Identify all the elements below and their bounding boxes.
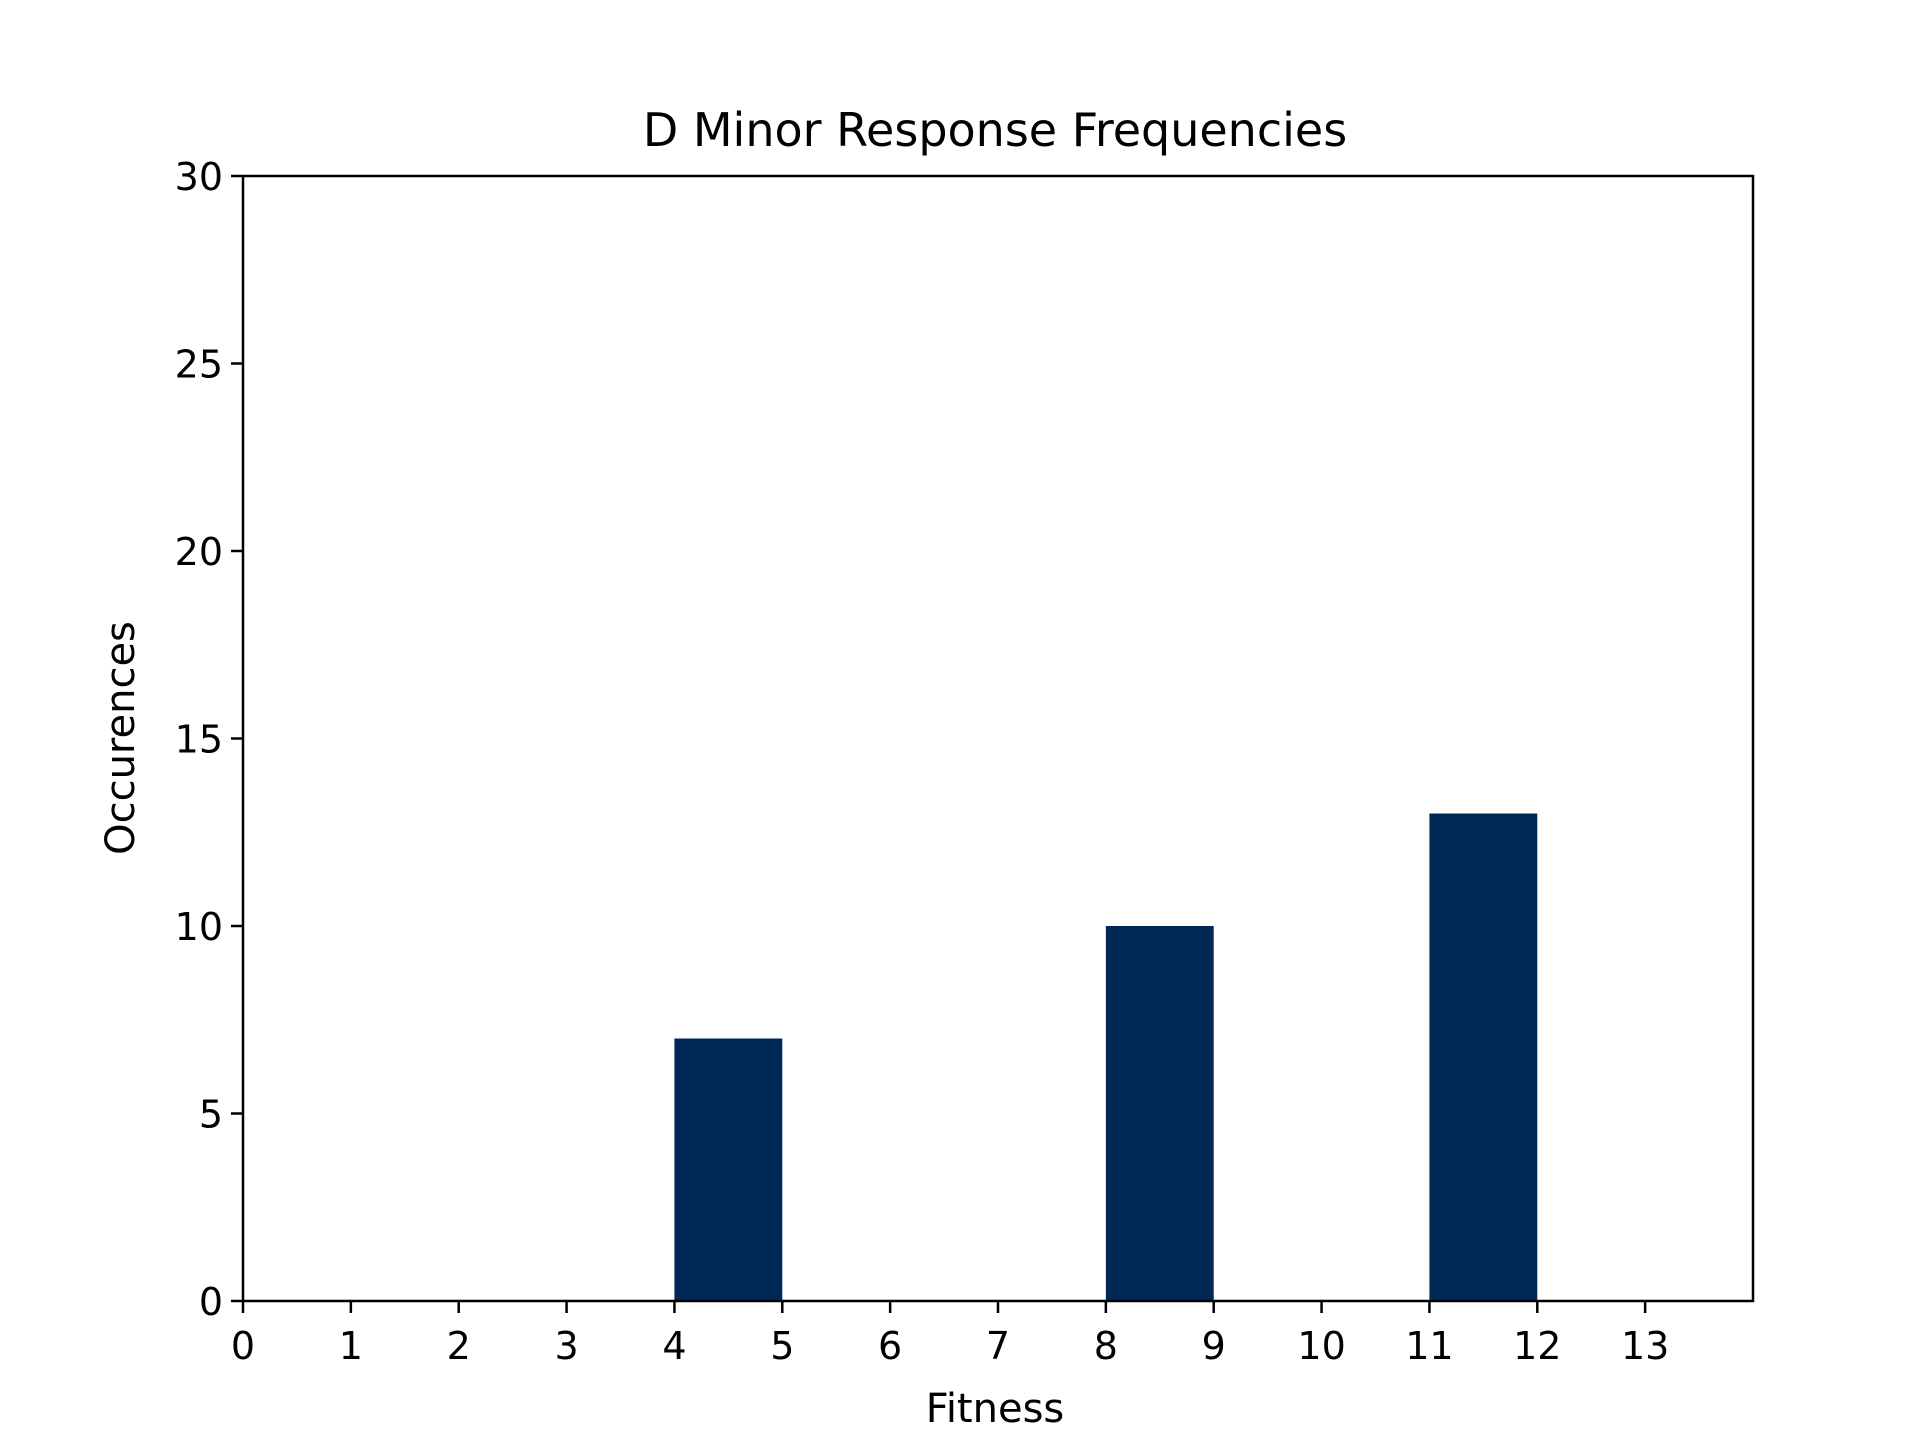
bars-layer — [674, 813, 1538, 1301]
y-tick-label-0: 0 — [199, 1280, 223, 1324]
x-tick-label-5: 5 — [770, 1324, 794, 1368]
x-axis: 0 1 2 3 4 5 6 7 8 9 10 11 12 13 — [231, 1301, 1669, 1368]
y-tick-label-1: 5 — [199, 1093, 223, 1137]
x-tick-label-1: 1 — [339, 1324, 363, 1368]
x-tick-label-0: 0 — [231, 1324, 255, 1368]
chart-title: D Minor Response Frequencies — [643, 103, 1347, 157]
x-tick-label-9: 9 — [1202, 1324, 1226, 1368]
x-axis-label: Fitness — [926, 1386, 1065, 1432]
x-tick-label-11: 11 — [1405, 1324, 1453, 1368]
x-tick-label-7: 7 — [986, 1324, 1010, 1368]
x-tick-label-13: 13 — [1621, 1324, 1669, 1368]
bar-1 — [1105, 926, 1214, 1301]
y-axis: 0 5 10 15 20 25 30 — [175, 155, 243, 1324]
x-tick-label-8: 8 — [1094, 1324, 1118, 1368]
bar-2 — [1429, 813, 1538, 1301]
y-axis-label: Occurences — [98, 621, 144, 855]
x-tick-label-3: 3 — [554, 1324, 578, 1368]
x-tick-label-2: 2 — [447, 1324, 471, 1368]
y-tick-label-3: 15 — [175, 718, 223, 762]
bar-0 — [674, 1038, 783, 1301]
y-tick-label-6: 30 — [175, 155, 223, 199]
y-tick-label-4: 20 — [175, 530, 223, 574]
y-tick-label-2: 10 — [175, 905, 223, 949]
x-tick-label-4: 4 — [662, 1324, 686, 1368]
x-tick-label-6: 6 — [878, 1324, 902, 1368]
x-tick-label-10: 10 — [1297, 1324, 1345, 1368]
y-tick-label-5: 25 — [175, 343, 223, 387]
x-tick-label-12: 12 — [1513, 1324, 1561, 1368]
